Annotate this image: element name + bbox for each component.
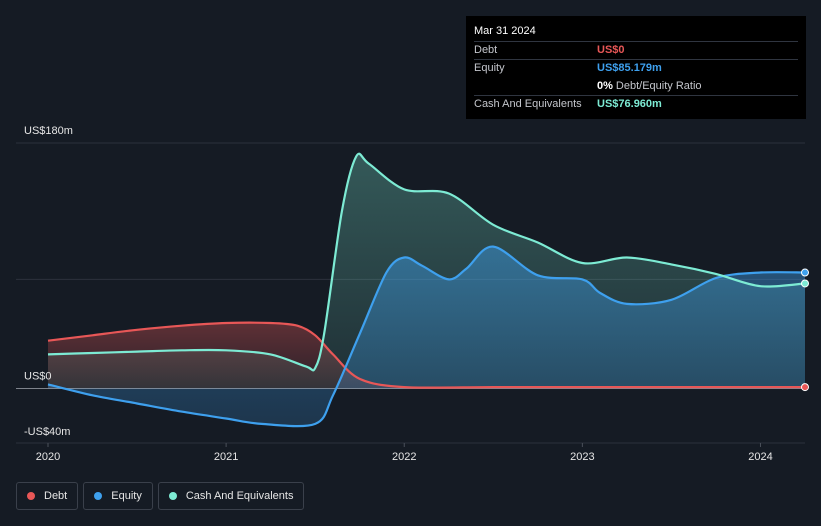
legend-dot-icon	[27, 492, 35, 500]
legend-item-equity[interactable]: Equity	[83, 482, 153, 510]
x-tick-label: 2024	[748, 451, 772, 463]
legend-label: Equity	[111, 490, 142, 502]
tooltip-label	[474, 78, 597, 95]
legend: Debt Equity Cash And Equivalents	[16, 482, 305, 510]
x-tick-label: 2020	[36, 451, 60, 463]
legend-dot-icon	[168, 492, 177, 500]
area-fills	[48, 153, 805, 427]
y-tick-label: -US$40m	[24, 426, 70, 438]
tooltip-value-cash: US$76.960m	[597, 98, 662, 110]
legend-dot-icon	[94, 492, 103, 500]
y-tick-label: US$0	[24, 370, 52, 382]
tooltip-ratio-value: 0%	[597, 80, 613, 92]
tooltip-date: Mar 31 2024	[474, 25, 536, 37]
tooltip-row-equity: Equity US$85.179m	[474, 59, 798, 77]
tooltip-row-cash: Cash And Equivalents US$76.960m	[474, 95, 798, 113]
series-endpoints	[801, 268, 809, 392]
x-tick-label: 2022	[392, 451, 416, 463]
tooltip-ratio-text: Debt/Equity Ratio	[615, 80, 702, 92]
legend-item-debt[interactable]: Debt	[16, 482, 79, 510]
line-debt	[47, 321, 805, 389]
area-equity	[48, 246, 805, 427]
tooltip-value-debt: US$0	[597, 44, 625, 56]
area-debt	[48, 322, 805, 389]
x-tick-label: 2021	[214, 451, 238, 463]
y-axis-labels: US$180m US$0 -US$40m	[24, 125, 73, 438]
tooltip-value-equity: US$85.179m	[597, 62, 662, 74]
tooltip-label: Debt	[474, 44, 498, 56]
series-lines	[47, 152, 806, 428]
tooltip-row-ratio: 0% Debt/Equity Ratio	[474, 77, 798, 95]
endpoint-equity	[801, 268, 809, 277]
legend-label: Debt	[44, 490, 68, 502]
tooltip: Mar 31 2024 Debt US$0 Equity US$85.179m …	[466, 16, 806, 119]
x-axis-labels: 2020 2021 2022 2023 2024	[36, 451, 773, 463]
legend-item-cash[interactable]: Cash And Equivalents	[157, 482, 305, 510]
legend-label: Cash And Equivalents	[185, 490, 294, 502]
y-tick-label: US$180m	[24, 125, 73, 137]
tooltip-label: Cash And Equivalents	[474, 98, 582, 110]
line-cash-and-equivalents	[47, 152, 806, 372]
tooltip-row-debt: Debt US$0	[474, 41, 798, 59]
tooltip-label: Equity	[474, 62, 505, 74]
line-equity	[47, 245, 806, 428]
endpoint-cash-and-equivalents	[801, 279, 809, 288]
x-tick-label: 2023	[570, 451, 594, 463]
endpoint-debt	[801, 383, 809, 392]
